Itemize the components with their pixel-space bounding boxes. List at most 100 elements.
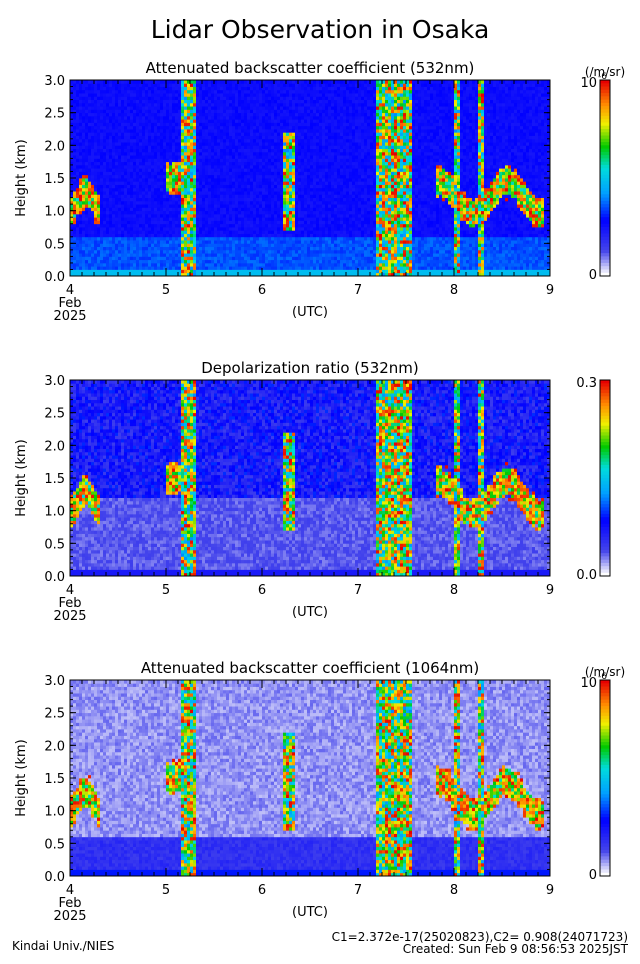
- heatmap-cell: [178, 99, 182, 104]
- heatmap-cell: [112, 158, 116, 163]
- heatmap-cell: [193, 181, 197, 185]
- heatmap-cell: [91, 227, 95, 231]
- heatmap-cell: [304, 145, 308, 149]
- heatmap-cell: [208, 86, 212, 91]
- heatmap-cell: [268, 168, 272, 172]
- heatmap-cell: [85, 135, 89, 140]
- heatmap-cell: [91, 253, 95, 257]
- heatmap-cell: [238, 259, 242, 264]
- heatmap-cell: [262, 243, 266, 247]
- heatmap-cell: [190, 125, 194, 130]
- heatmap-cell: [175, 86, 179, 91]
- heatmap-cell: [310, 148, 314, 153]
- heatmap-cell: [187, 119, 191, 123]
- heatmap-cell: [82, 122, 86, 127]
- heatmap-cell: [163, 262, 167, 267]
- heatmap-cell: [82, 262, 86, 267]
- heatmap-cell: [148, 266, 152, 270]
- heatmap-cell: [292, 269, 296, 274]
- heatmap-cell: [76, 187, 80, 192]
- heatmap-cell: [220, 135, 224, 140]
- heatmap-cell: [247, 200, 251, 205]
- heatmap-cell: [145, 220, 149, 225]
- heatmap-cell: [163, 80, 167, 84]
- heatmap-cell: [187, 132, 191, 136]
- heatmap-cell: [103, 200, 107, 205]
- heatmap-cell: [157, 106, 161, 110]
- heatmap-cell: [172, 132, 176, 136]
- heatmap-cell: [247, 204, 251, 208]
- heatmap-cell: [103, 151, 107, 156]
- heatmap-cell: [304, 171, 308, 176]
- heatmap-cell: [175, 272, 179, 277]
- heatmap-cell: [94, 102, 98, 107]
- heatmap-cell: [133, 83, 137, 87]
- heatmap-cell: [121, 262, 125, 267]
- heatmap-cell: [124, 155, 128, 159]
- heatmap-cell: [82, 249, 86, 254]
- heatmap-cell: [217, 102, 221, 107]
- heatmap-cell: [190, 89, 194, 94]
- heatmap-cell: [106, 86, 110, 91]
- heatmap-cell: [196, 132, 200, 136]
- heatmap-cell: [178, 129, 182, 133]
- heatmap-cell: [241, 246, 245, 251]
- heatmap-cell: [136, 122, 140, 127]
- heatmap-cell: [121, 272, 125, 277]
- heatmap-cell: [118, 210, 122, 215]
- heatmap-cell: [70, 181, 74, 185]
- heatmap-cell: [283, 158, 287, 163]
- heatmap-cell: [79, 200, 83, 205]
- heatmap-cell: [202, 99, 206, 104]
- heatmap-cell: [94, 83, 98, 87]
- heatmap-cell: [244, 161, 248, 166]
- heatmap-cell: [118, 129, 122, 133]
- heatmap-cell: [127, 230, 131, 234]
- heatmap-cell: [97, 161, 101, 166]
- heatmap-cell: [148, 204, 152, 208]
- heatmap-cell: [181, 259, 185, 264]
- heatmap-cell: [175, 184, 179, 189]
- heatmap-cell: [226, 217, 230, 221]
- heatmap-cell: [172, 246, 176, 251]
- heatmap-cell: [142, 145, 146, 149]
- heatmap-cell: [196, 246, 200, 251]
- heatmap-cell: [268, 158, 272, 163]
- heatmap-cell: [310, 106, 314, 110]
- heatmap-cell: [220, 93, 224, 97]
- heatmap-cell: [301, 135, 305, 140]
- heatmap-cell: [277, 197, 281, 202]
- heatmap-cell: [178, 89, 182, 94]
- heatmap-cell: [292, 158, 296, 163]
- heatmap-cell: [256, 259, 260, 264]
- heatmap-cell: [205, 96, 209, 100]
- heatmap-cell: [184, 112, 188, 117]
- heatmap-cell: [76, 213, 80, 218]
- heatmap-cell: [307, 161, 311, 166]
- heatmap-cell: [91, 86, 95, 91]
- heatmap-cell: [112, 230, 116, 234]
- heatmap-cell: [304, 174, 308, 179]
- heatmap-cell: [259, 112, 263, 117]
- heatmap-cell: [142, 240, 146, 244]
- heatmap-cell: [298, 217, 302, 221]
- heatmap-cell: [268, 138, 272, 143]
- heatmap-cell: [103, 135, 107, 140]
- heatmap-cell: [295, 96, 299, 100]
- heatmap-cell: [262, 86, 266, 91]
- heatmap-cell: [193, 197, 197, 202]
- heatmap-cell: [169, 272, 173, 277]
- heatmap-cell: [238, 142, 242, 146]
- heatmap-cell: [262, 259, 266, 264]
- heatmap-cell: [220, 259, 224, 264]
- heatmap-cell: [280, 106, 284, 110]
- heatmap-cell: [250, 174, 254, 179]
- heatmap-cell: [262, 125, 266, 130]
- heatmap-cell: [88, 174, 92, 179]
- heatmap-cell: [160, 83, 164, 87]
- heatmap-cell: [127, 207, 131, 212]
- heatmap-cell: [73, 145, 77, 149]
- heatmap-cell: [79, 178, 83, 182]
- heatmap-cell: [253, 148, 257, 153]
- heatmap-cell: [277, 240, 281, 244]
